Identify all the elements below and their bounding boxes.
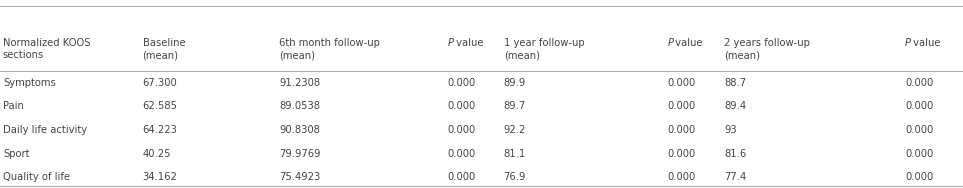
- Text: 76.9: 76.9: [504, 172, 526, 182]
- Text: 0.000: 0.000: [667, 78, 695, 88]
- Text: 62.585: 62.585: [143, 101, 177, 111]
- Text: 0.000: 0.000: [448, 78, 476, 88]
- Text: 91.2308: 91.2308: [279, 78, 321, 88]
- Text: 0.000: 0.000: [905, 149, 933, 159]
- Text: 89.9: 89.9: [504, 78, 526, 88]
- Text: 89.0538: 89.0538: [279, 101, 321, 111]
- Text: 75.4923: 75.4923: [279, 172, 321, 182]
- Text: 79.9769: 79.9769: [279, 149, 321, 159]
- Text: 67.300: 67.300: [143, 78, 177, 88]
- Text: Quality of life: Quality of life: [3, 172, 70, 182]
- Text: 0.000: 0.000: [905, 125, 933, 135]
- Text: 0.000: 0.000: [905, 172, 933, 182]
- Text: 0.000: 0.000: [448, 172, 476, 182]
- Text: 34.162: 34.162: [143, 172, 177, 182]
- Text: 90.8308: 90.8308: [279, 125, 320, 135]
- Text: 2 years follow-up
(mean): 2 years follow-up (mean): [724, 38, 810, 60]
- Text: 0.000: 0.000: [667, 125, 695, 135]
- Text: Pain: Pain: [3, 101, 24, 111]
- Text: 92.2: 92.2: [504, 125, 526, 135]
- Text: 0.000: 0.000: [667, 149, 695, 159]
- Text: 1 year follow-up
(mean): 1 year follow-up (mean): [504, 38, 585, 60]
- Text: 0.000: 0.000: [448, 125, 476, 135]
- Text: 77.4: 77.4: [724, 172, 746, 182]
- Text: Sport: Sport: [3, 149, 30, 159]
- Text: P: P: [667, 38, 673, 48]
- Text: 0.000: 0.000: [667, 172, 695, 182]
- Text: 40.25: 40.25: [143, 149, 171, 159]
- Text: 64.223: 64.223: [143, 125, 177, 135]
- Text: 0.000: 0.000: [667, 101, 695, 111]
- Text: 0.000: 0.000: [905, 78, 933, 88]
- Text: 6th month follow-up
(mean): 6th month follow-up (mean): [279, 38, 380, 60]
- Text: Baseline
(mean): Baseline (mean): [143, 38, 185, 60]
- Text: 0.000: 0.000: [905, 101, 933, 111]
- Text: Daily life activity: Daily life activity: [3, 125, 87, 135]
- Text: 81.6: 81.6: [724, 149, 746, 159]
- Text: value: value: [453, 38, 483, 48]
- Text: value: value: [672, 38, 703, 48]
- Text: P: P: [448, 38, 454, 48]
- Text: P: P: [905, 38, 911, 48]
- Text: Symptoms: Symptoms: [3, 78, 56, 88]
- Text: 89.7: 89.7: [504, 101, 526, 111]
- Text: 0.000: 0.000: [448, 101, 476, 111]
- Text: 89.4: 89.4: [724, 101, 746, 111]
- Text: 81.1: 81.1: [504, 149, 526, 159]
- Text: 93: 93: [724, 125, 737, 135]
- Text: Normalized KOOS
sections: Normalized KOOS sections: [3, 38, 91, 60]
- Text: 88.7: 88.7: [724, 78, 746, 88]
- Text: 0.000: 0.000: [448, 149, 476, 159]
- Text: value: value: [910, 38, 941, 48]
